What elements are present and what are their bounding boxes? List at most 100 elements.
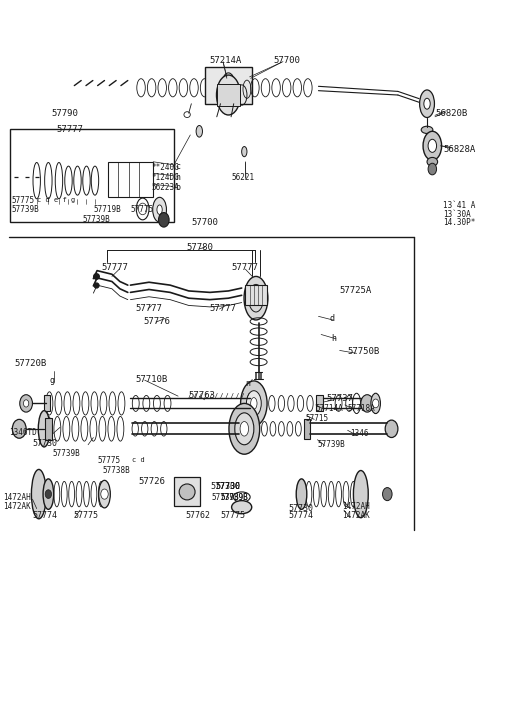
Circle shape bbox=[382, 488, 392, 501]
Text: 57730C: 57730C bbox=[210, 482, 240, 491]
Text: 1472AK: 1472AK bbox=[3, 502, 31, 511]
Text: n: n bbox=[245, 379, 251, 387]
Ellipse shape bbox=[157, 205, 162, 214]
Text: 57739B: 57739B bbox=[11, 205, 39, 214]
Bar bbox=[44, 395, 50, 411]
Ellipse shape bbox=[99, 481, 110, 508]
Text: 57214A: 57214A bbox=[210, 56, 242, 65]
Text: 57719B: 57719B bbox=[93, 205, 121, 214]
Ellipse shape bbox=[235, 413, 254, 445]
Text: 57777: 57777 bbox=[231, 263, 258, 272]
Text: **240G: **240G bbox=[152, 163, 179, 172]
Text: 57750B: 57750B bbox=[348, 348, 380, 356]
Ellipse shape bbox=[196, 126, 202, 137]
Circle shape bbox=[385, 420, 398, 438]
Bar bbox=[304, 419, 310, 439]
Text: 57777: 57777 bbox=[101, 263, 128, 272]
Text: 56223A: 56223A bbox=[152, 183, 179, 193]
Ellipse shape bbox=[31, 470, 46, 519]
Text: 14.30P*: 14.30P* bbox=[443, 218, 475, 228]
Text: 57774: 57774 bbox=[32, 511, 57, 521]
Ellipse shape bbox=[229, 403, 260, 454]
Text: 1346TD: 1346TD bbox=[8, 428, 37, 437]
Bar bbox=[10, 129, 174, 222]
Text: 57739B: 57739B bbox=[83, 215, 110, 225]
Text: 57763: 57763 bbox=[189, 391, 216, 400]
Text: 57775: 57775 bbox=[131, 205, 153, 214]
Text: 57726: 57726 bbox=[139, 477, 165, 486]
Text: 57739B: 57739B bbox=[220, 492, 248, 502]
Text: c: c bbox=[175, 161, 181, 171]
Text: c d: c d bbox=[132, 457, 145, 463]
Text: 57720B: 57720B bbox=[14, 359, 46, 368]
Circle shape bbox=[428, 164, 436, 174]
Text: 57777: 57777 bbox=[136, 304, 162, 313]
Ellipse shape bbox=[424, 98, 430, 109]
Text: 57775: 57775 bbox=[11, 196, 35, 205]
Text: 57737: 57737 bbox=[327, 394, 353, 403]
Text: h: h bbox=[332, 334, 337, 342]
Ellipse shape bbox=[244, 276, 268, 320]
Ellipse shape bbox=[427, 158, 438, 166]
Text: 56221: 56221 bbox=[231, 173, 254, 182]
Bar bbox=[174, 478, 200, 507]
Text: 57715: 57715 bbox=[306, 414, 329, 423]
Text: 57762: 57762 bbox=[185, 511, 210, 521]
Text: 13`41 A: 13`41 A bbox=[443, 201, 475, 210]
Text: 57739B: 57739B bbox=[211, 492, 239, 502]
Text: 57777: 57777 bbox=[56, 125, 83, 134]
Text: 57739B: 57739B bbox=[318, 441, 345, 449]
Circle shape bbox=[159, 212, 169, 227]
Bar bbox=[245, 285, 267, 305]
Bar bbox=[316, 395, 323, 411]
Text: h: h bbox=[175, 172, 181, 182]
Ellipse shape bbox=[246, 390, 261, 416]
Ellipse shape bbox=[428, 140, 436, 153]
Text: 57774: 57774 bbox=[288, 511, 313, 521]
Text: 57730: 57730 bbox=[288, 504, 313, 513]
Text: b: b bbox=[175, 183, 181, 193]
Text: 57775: 57775 bbox=[74, 511, 99, 521]
Text: g: g bbox=[50, 377, 55, 385]
Text: 57738B: 57738B bbox=[103, 466, 131, 475]
Bar bbox=[217, 84, 240, 106]
Text: 57730: 57730 bbox=[216, 482, 241, 491]
Ellipse shape bbox=[421, 126, 433, 134]
Ellipse shape bbox=[43, 479, 54, 510]
Text: *124DG: *124DG bbox=[152, 173, 179, 182]
Text: 1472AH: 1472AH bbox=[342, 502, 370, 511]
Circle shape bbox=[45, 490, 52, 499]
Ellipse shape bbox=[38, 411, 50, 447]
Ellipse shape bbox=[251, 398, 257, 409]
Text: 57780: 57780 bbox=[186, 243, 213, 252]
Ellipse shape bbox=[240, 422, 249, 436]
Text: 1472AH: 1472AH bbox=[3, 493, 31, 502]
Ellipse shape bbox=[217, 75, 241, 115]
Bar bbox=[204, 68, 252, 104]
Text: 57739B: 57739B bbox=[53, 449, 80, 458]
Text: 57714A: 57714A bbox=[315, 404, 343, 413]
Text: 57775: 57775 bbox=[98, 456, 121, 465]
Text: 56828A: 56828A bbox=[443, 145, 475, 154]
Text: 57776: 57776 bbox=[144, 317, 170, 326]
Bar bbox=[45, 418, 52, 440]
Text: 57718A: 57718A bbox=[347, 404, 375, 413]
Text: 57700: 57700 bbox=[191, 217, 218, 227]
Ellipse shape bbox=[371, 393, 380, 414]
Text: 57790: 57790 bbox=[51, 108, 78, 118]
Circle shape bbox=[372, 399, 379, 408]
Ellipse shape bbox=[354, 470, 368, 518]
Ellipse shape bbox=[232, 501, 252, 514]
Ellipse shape bbox=[423, 132, 442, 161]
Text: 57725A: 57725A bbox=[340, 286, 372, 295]
Text: c d e f g: c d e f g bbox=[37, 197, 75, 204]
Circle shape bbox=[12, 419, 26, 438]
Circle shape bbox=[361, 395, 373, 412]
Text: 57777: 57777 bbox=[210, 304, 237, 313]
Text: 13`30A: 13`30A bbox=[443, 209, 470, 219]
Text: 1472AK: 1472AK bbox=[342, 511, 370, 521]
Circle shape bbox=[23, 400, 29, 407]
Ellipse shape bbox=[296, 479, 307, 510]
Ellipse shape bbox=[419, 90, 434, 118]
Text: 57730: 57730 bbox=[216, 482, 241, 491]
